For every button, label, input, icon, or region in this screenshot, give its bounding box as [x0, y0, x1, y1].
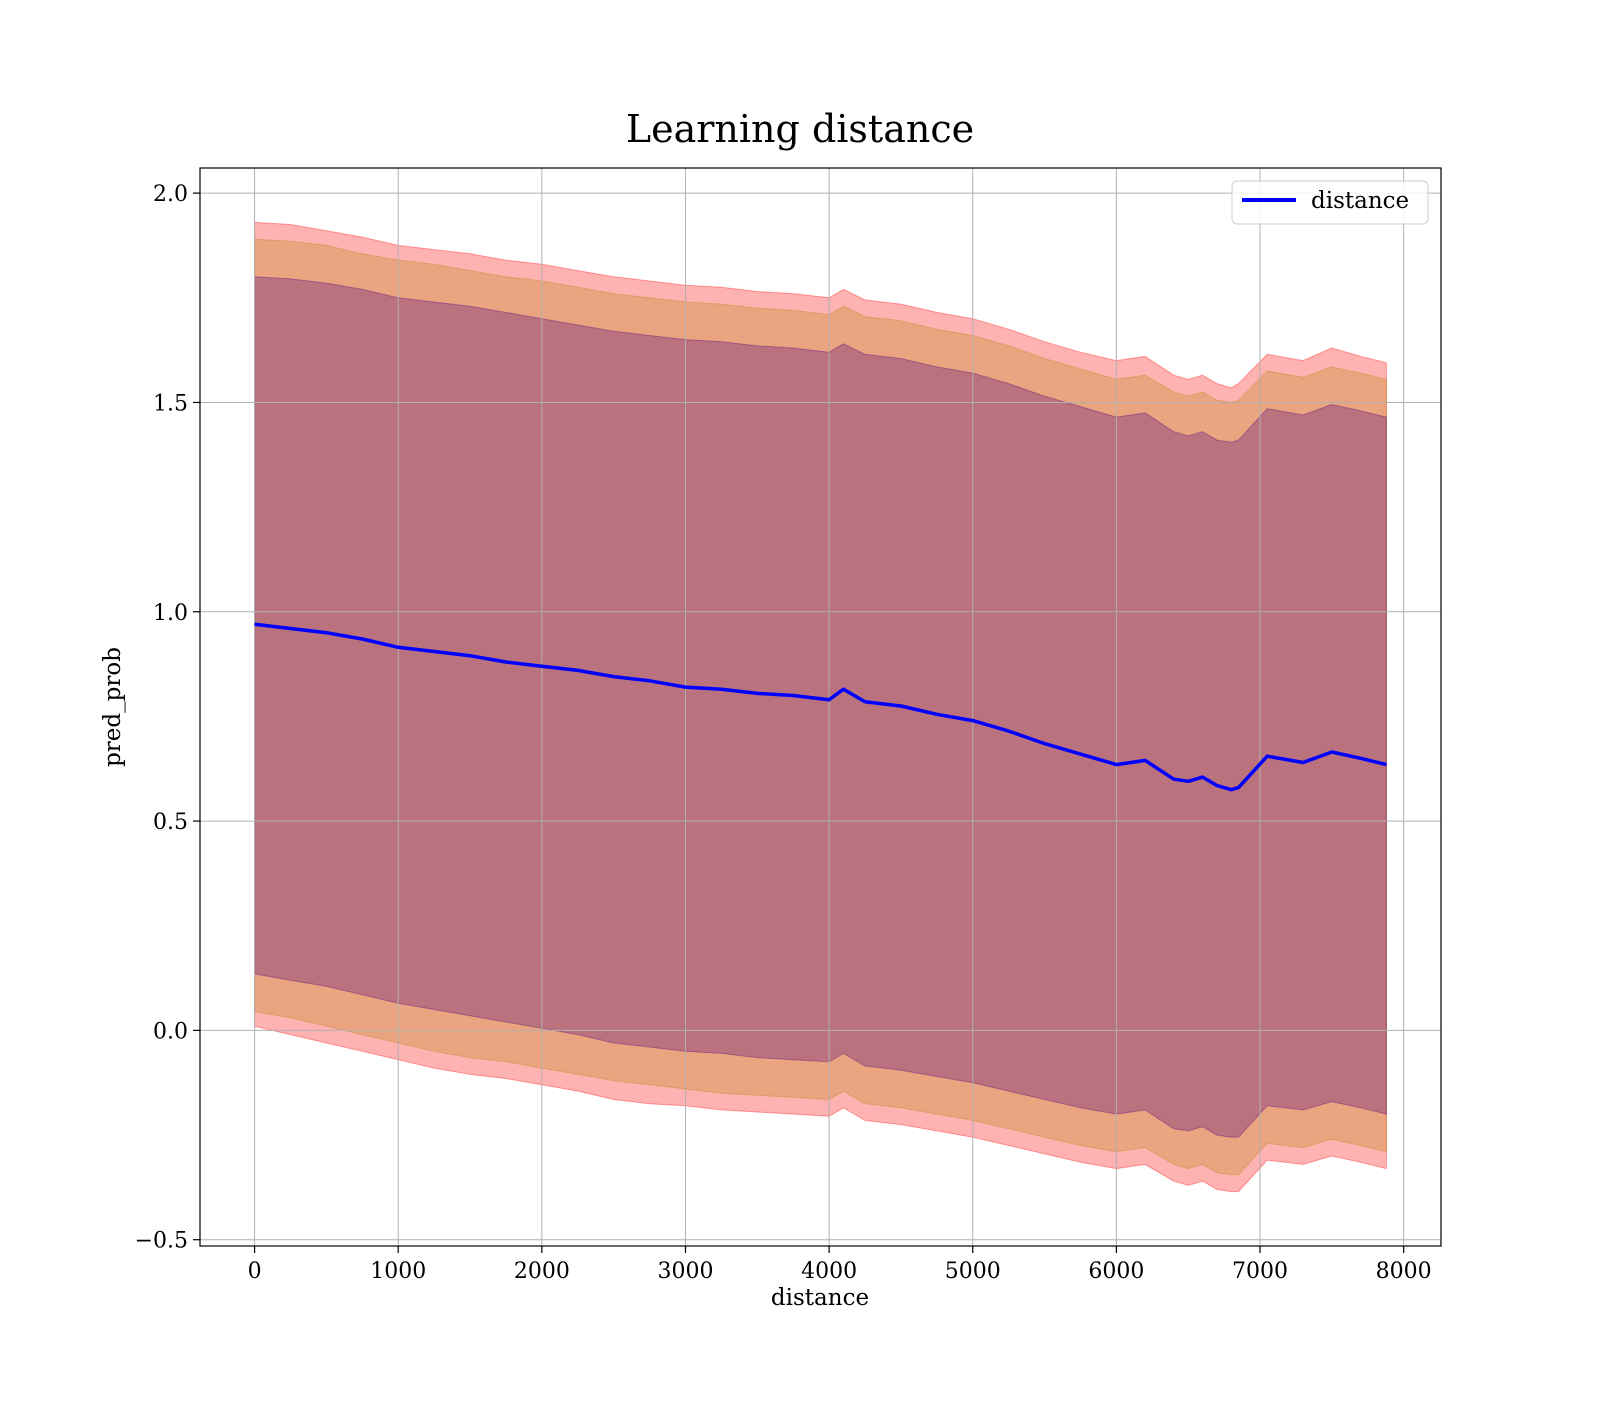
series-lines: [254, 622, 1387, 792]
y-tick-label: 1.0: [153, 601, 188, 626]
x-tick-label: 0: [248, 1259, 262, 1284]
y-axis-label: pred_prob: [100, 647, 126, 767]
legend: distance: [1231, 180, 1429, 225]
x-tick-label: 5000: [945, 1259, 1001, 1284]
y-tick-label: 1.5: [153, 391, 188, 416]
x-tick-label: 1000: [370, 1259, 426, 1284]
x-tick-label: 8000: [1376, 1259, 1432, 1284]
y-tick-label: 0.0: [153, 1019, 188, 1044]
legend-entry-distance: distance: [1311, 188, 1409, 214]
x-tick-label: 7000: [1232, 1259, 1288, 1284]
series-line-distance: [254, 622, 1387, 792]
x-tick-label: 2000: [514, 1259, 570, 1284]
y-axis-ticks: −0.5 0.0 0.5 1.0 1.5 2.0: [135, 182, 200, 1254]
x-axis-label: distance: [771, 1285, 869, 1311]
x-tick-label: 6000: [1088, 1259, 1144, 1284]
band-outer: [254, 221, 1387, 1193]
confidence-bands: [254, 221, 1387, 1193]
band-mid: [254, 238, 1387, 1176]
plot-frame: [199, 167, 1442, 1247]
x-tick-label: 4000: [801, 1259, 857, 1284]
y-tick-label: −0.5: [135, 1229, 188, 1254]
legend-box: [1231, 180, 1429, 225]
x-tick-label: 3000: [657, 1259, 713, 1284]
band-inner: [254, 276, 1387, 1138]
y-tick-label: 2.0: [153, 182, 188, 207]
y-tick-label: 0.5: [153, 810, 188, 835]
chart-title: Learning distance: [626, 107, 974, 151]
x-axis-ticks: 0 1000 2000 3000 4000 5000 6000 7000 8000: [248, 1246, 1432, 1284]
